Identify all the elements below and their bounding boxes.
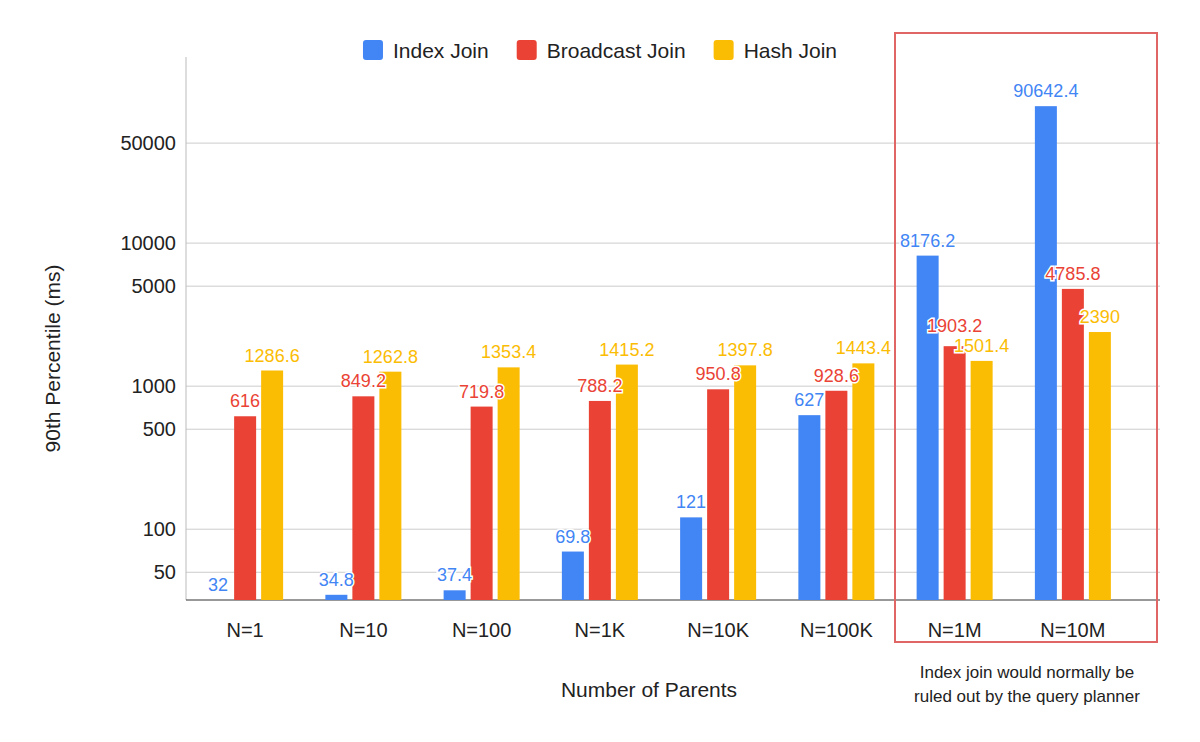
grid [186, 143, 1160, 572]
x-tick-label: N=1M [928, 619, 982, 641]
x-tick-label: N=10 [339, 619, 387, 641]
x-tick-label: N=10M [1040, 619, 1105, 641]
data-labels: 32 616 1286.6 34.8 849.2 1262.8 37.4 719.8 1353.… [208, 81, 1120, 595]
data-label: 1286.6 [245, 346, 300, 366]
bar [589, 401, 611, 600]
bars [234, 106, 1111, 600]
legend: Index Join Broadcast Join Hash Join [363, 39, 837, 62]
y-tick-label: 5000 [132, 275, 177, 297]
bar [498, 367, 520, 600]
legend-label: Hash Join [744, 39, 837, 62]
y-tick-label: 1000 [132, 375, 177, 397]
y-axis-title: 90th Percentile (ms) [41, 265, 64, 453]
chart: 50 100 500 1000 5000 10000 50000 32 616 1286.6 34.… [0, 0, 1200, 742]
x-tick-label: N=100 [452, 619, 512, 641]
bar [1062, 289, 1084, 600]
annotation-line: ruled out by the query planner [914, 687, 1140, 706]
data-label: 1903.2 [927, 316, 982, 336]
annotation: Index join would normally be ruled out by… [914, 663, 1140, 706]
data-label: 69.8 [555, 527, 590, 547]
bar [825, 391, 847, 600]
bar [944, 346, 966, 600]
data-label: 719.8 [459, 382, 504, 402]
x-tick-label: N=100K [800, 619, 873, 641]
bar [616, 365, 638, 600]
bar [1035, 106, 1057, 600]
bar [971, 361, 993, 600]
y-tick-label: 50 [154, 561, 176, 583]
bar [352, 396, 374, 600]
bar [261, 371, 283, 600]
data-label: 1501.4 [954, 336, 1009, 356]
x-tick-label: N=1 [227, 619, 264, 641]
data-label: 1353.4 [481, 342, 536, 362]
data-label: 37.4 [437, 565, 472, 585]
bar [379, 372, 401, 600]
grid-line [186, 243, 1160, 244]
data-label: 1415.2 [599, 340, 654, 360]
bar [234, 416, 256, 600]
bar [707, 389, 729, 600]
data-label: 849.2 [341, 371, 386, 391]
bar [562, 552, 584, 600]
legend-label: Broadcast Join [547, 39, 686, 62]
legend-label: Index Join [393, 39, 489, 62]
bar [471, 407, 493, 600]
grid-line [186, 143, 1160, 144]
y-tick-label: 100 [143, 518, 176, 540]
data-label: 90642.4 [1013, 81, 1078, 101]
data-label: 1397.8 [718, 340, 773, 360]
bar [207, 600, 229, 601]
data-label: 4785.8 [1045, 264, 1100, 284]
data-label: 788.2 [577, 376, 622, 396]
data-label: 1262.8 [363, 347, 418, 367]
bar [734, 365, 756, 600]
x-tick-label: N=10K [687, 619, 749, 641]
grid-line [186, 429, 1160, 430]
y-tick-label: 500 [143, 418, 176, 440]
bar [852, 363, 874, 600]
highlight-box [895, 33, 1157, 642]
data-label: 616 [230, 391, 260, 411]
bar [917, 256, 939, 600]
bar [325, 595, 347, 600]
legend-swatch [517, 40, 537, 60]
data-label: 32 [208, 575, 228, 595]
legend-swatch [714, 40, 734, 60]
x-tick-label: N=1K [575, 619, 626, 641]
data-label: 928.6 [814, 366, 859, 386]
annotation-line: Index join would normally be [920, 663, 1135, 682]
x-axis-title: Number of Parents [561, 678, 737, 701]
data-label: 121 [676, 492, 706, 512]
legend-swatch [363, 40, 383, 60]
bar [444, 590, 466, 600]
background [0, 0, 1200, 742]
y-tick-label: 10000 [120, 232, 176, 254]
grid-line [186, 529, 1160, 530]
data-label: 2390 [1080, 307, 1120, 327]
bar [1089, 332, 1111, 600]
grid-line [186, 286, 1160, 287]
grid-line [186, 386, 1160, 387]
data-label: 1443.4 [836, 338, 891, 358]
data-label: 8176.2 [900, 231, 955, 251]
y-tick-label: 50000 [120, 132, 176, 154]
data-label: 34.8 [319, 570, 354, 590]
data-label: 627 [794, 390, 824, 410]
data-label: 950.8 [696, 364, 741, 384]
bar [680, 517, 702, 600]
y-axis-line [186, 57, 187, 600]
bar [798, 415, 820, 600]
